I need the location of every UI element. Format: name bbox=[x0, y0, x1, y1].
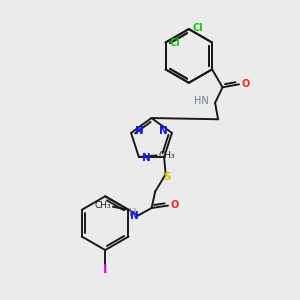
Text: N: N bbox=[159, 126, 168, 136]
Text: N: N bbox=[130, 212, 138, 221]
Text: CH₃: CH₃ bbox=[159, 151, 175, 160]
Text: O: O bbox=[171, 200, 179, 210]
Text: O: O bbox=[242, 79, 250, 89]
Text: N: N bbox=[142, 153, 151, 164]
Text: HN: HN bbox=[194, 96, 208, 106]
Text: CH₃: CH₃ bbox=[94, 201, 111, 210]
Text: Cl: Cl bbox=[192, 22, 203, 33]
Text: S: S bbox=[164, 172, 171, 182]
Text: Cl: Cl bbox=[169, 38, 180, 47]
Text: N: N bbox=[135, 126, 144, 136]
Text: H: H bbox=[129, 208, 136, 218]
Text: I: I bbox=[103, 263, 107, 276]
